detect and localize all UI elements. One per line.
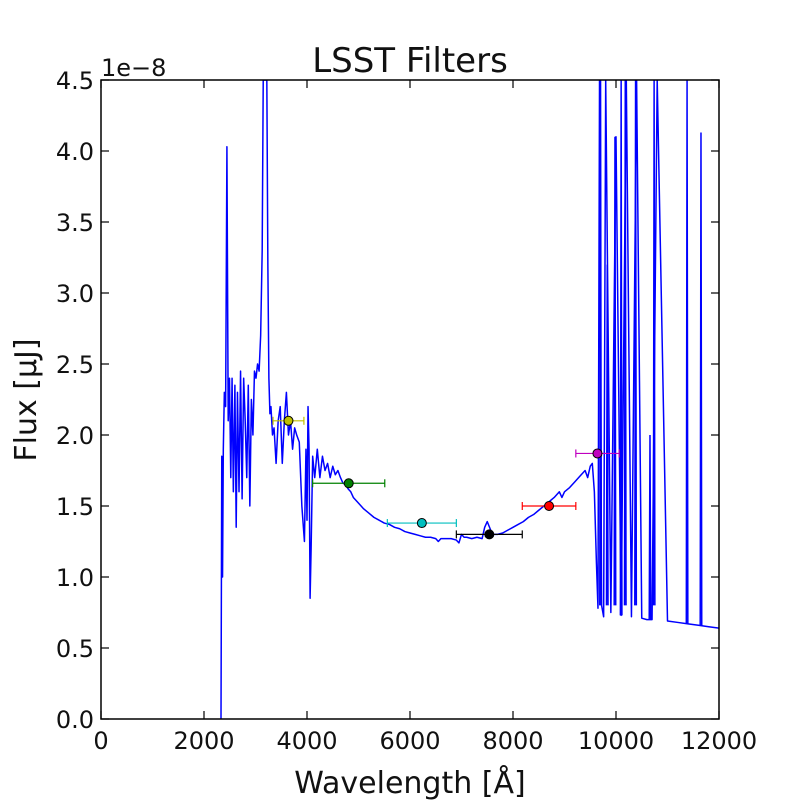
y-tick-label: 1.5 xyxy=(56,493,94,521)
y-tick-label: 4.5 xyxy=(56,67,94,95)
filter-points-layer xyxy=(272,415,620,540)
filter-point-marker xyxy=(416,518,427,529)
y-tick-label: 1.0 xyxy=(56,564,94,592)
y-tick-label: 4.0 xyxy=(56,138,94,166)
filter-point-2 xyxy=(386,518,457,529)
x-tick-label: 10000 xyxy=(578,727,654,755)
filter-point-3 xyxy=(455,529,523,540)
plot-area xyxy=(220,80,719,719)
filter-point-5 xyxy=(575,448,620,459)
emission-spike-3 xyxy=(619,80,623,616)
y-offset-text: 1e−8 xyxy=(101,54,166,82)
y-tick-label: 2.0 xyxy=(56,422,94,450)
emission-spike-9 xyxy=(699,132,703,626)
x-tick-label: 12000 xyxy=(681,727,757,755)
series-layer xyxy=(220,80,719,719)
emission-spike-7 xyxy=(652,80,656,606)
x-tick-label: 8000 xyxy=(482,727,543,755)
filter-point-marker xyxy=(592,448,603,459)
y-axis: 0.0 0.5 1.0 1.5 2.0 2.5 3.0 3.5 4.0 4.5 xyxy=(56,67,719,734)
spectrum-line xyxy=(220,80,719,719)
x-axis-label: Wavelength [Å] xyxy=(294,765,525,800)
y-tick-label: 0.5 xyxy=(56,635,94,663)
filter-point-0 xyxy=(272,415,305,426)
filter-point-1 xyxy=(312,478,386,489)
filter-point-marker xyxy=(343,478,354,489)
x-tick-label: 6000 xyxy=(379,727,440,755)
x-tick-label: 4000 xyxy=(276,727,337,755)
emission-spike-4 xyxy=(623,80,627,606)
x-tick-label: 2000 xyxy=(173,727,234,755)
emission-spike-2 xyxy=(613,136,617,606)
emission-spike-6 xyxy=(648,434,652,620)
x-axis: 0 2000 4000 6000 8000 10000 12000 xyxy=(93,80,757,755)
y-axis-label: Flux [μJ] xyxy=(9,338,44,461)
filter-point-4 xyxy=(521,501,577,511)
y-tick-label: 0.0 xyxy=(56,706,94,734)
y-tick-label: 2.5 xyxy=(56,351,94,379)
emission-spike-0 xyxy=(599,80,603,606)
filter-point-marker xyxy=(283,415,294,426)
filter-point-marker xyxy=(544,501,555,511)
emission-spike-1 xyxy=(605,264,609,606)
y-tick-label: 3.5 xyxy=(56,209,94,237)
emission-spike-5 xyxy=(634,80,638,606)
y-tick-label: 3.0 xyxy=(56,280,94,308)
emission-spike-8 xyxy=(685,80,689,624)
x-tick-label: 0 xyxy=(93,727,108,755)
chart-title: LSST Filters xyxy=(312,41,508,81)
filter-point-marker xyxy=(484,529,495,540)
